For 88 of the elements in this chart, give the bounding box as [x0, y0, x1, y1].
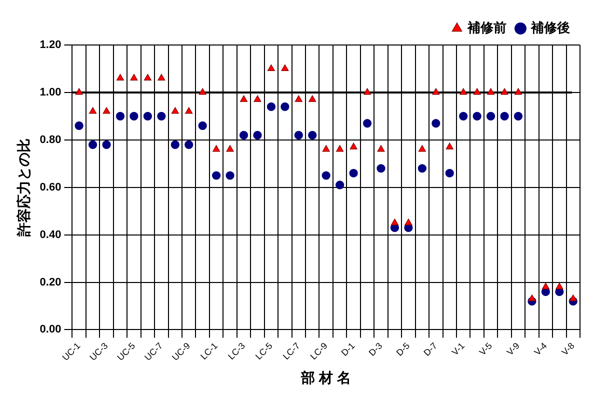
- point: [75, 88, 83, 95]
- x-tick-label: V-9: [504, 340, 522, 358]
- point: [116, 74, 124, 81]
- point: [226, 171, 234, 180]
- y-tick-label: 0.60: [40, 181, 62, 194]
- point: [144, 74, 152, 81]
- point: [239, 130, 248, 140]
- x-tick-label: D-5: [394, 340, 412, 358]
- point: [266, 102, 276, 111]
- point: [184, 140, 194, 149]
- point: [88, 140, 98, 149]
- point: [569, 294, 577, 302]
- point: [308, 130, 317, 140]
- point: [308, 95, 316, 102]
- x-tick-label: D-7: [422, 340, 440, 358]
- point: [185, 107, 193, 114]
- point: [514, 88, 522, 95]
- point: [404, 218, 412, 226]
- point: [528, 294, 536, 302]
- point: [171, 107, 179, 114]
- point: [254, 95, 262, 102]
- point: [143, 112, 152, 120]
- point: [170, 140, 180, 149]
- x-tick-label: V-8: [560, 340, 576, 358]
- point: [226, 145, 234, 152]
- point: [473, 88, 481, 95]
- y-tick-label: 0.00: [40, 324, 62, 336]
- point: [487, 88, 495, 95]
- point: [158, 74, 166, 81]
- point: [267, 64, 275, 72]
- point: [542, 282, 550, 290]
- point: [212, 171, 221, 180]
- point: [377, 145, 385, 152]
- point: [89, 107, 97, 114]
- x-tick-label: V-5: [477, 340, 494, 358]
- point: [157, 112, 166, 120]
- legend-label: 補修前: [466, 20, 506, 36]
- point: [390, 218, 398, 226]
- point: [364, 88, 372, 95]
- point: [432, 88, 440, 95]
- x-tick-label: D-1: [339, 340, 357, 358]
- point: [294, 95, 302, 102]
- point: [336, 145, 344, 152]
- y-tick-label: 1.20: [40, 39, 62, 52]
- point: [445, 168, 454, 178]
- point: [240, 95, 248, 102]
- point: [102, 107, 110, 114]
- point: [460, 88, 468, 95]
- point: [322, 171, 330, 180]
- point: [102, 140, 111, 149]
- point: [472, 112, 482, 120]
- x-tick-label: V-1: [450, 340, 467, 358]
- point: [253, 130, 262, 140]
- point: [432, 118, 440, 128]
- point: [281, 64, 289, 72]
- legend-label: 補修後: [530, 20, 570, 36]
- x-axis-title: 部 材 名: [300, 369, 351, 386]
- y-tick-label: 1.00: [40, 86, 62, 98]
- point: [336, 180, 344, 190]
- point: [446, 142, 454, 150]
- point: [212, 145, 220, 152]
- x-tick-label: D-3: [366, 340, 384, 358]
- point: [322, 145, 330, 152]
- point: [500, 88, 508, 95]
- x-tick-label: V-4: [532, 340, 549, 358]
- point: [198, 121, 207, 130]
- point: [500, 112, 509, 120]
- y-axis-title: 許容応力との比: [15, 138, 32, 238]
- point: [486, 112, 496, 120]
- point: [294, 130, 303, 140]
- y-tick-label: 0.40: [40, 228, 62, 241]
- point: [130, 74, 138, 81]
- point: [130, 112, 138, 120]
- point: [362, 118, 372, 128]
- point: [350, 142, 358, 150]
- y-tick-label: 0.80: [40, 134, 62, 146]
- point: [418, 164, 426, 173]
- point: [349, 168, 358, 178]
- point: [556, 282, 564, 290]
- point: [418, 145, 426, 152]
- point: [514, 112, 523, 120]
- point: [74, 121, 84, 130]
- point: [116, 112, 125, 120]
- point: [198, 88, 206, 95]
- y-tick-label: 0.20: [40, 276, 62, 288]
- point: [376, 164, 386, 173]
- point: [280, 102, 290, 111]
- point: [459, 112, 468, 120]
